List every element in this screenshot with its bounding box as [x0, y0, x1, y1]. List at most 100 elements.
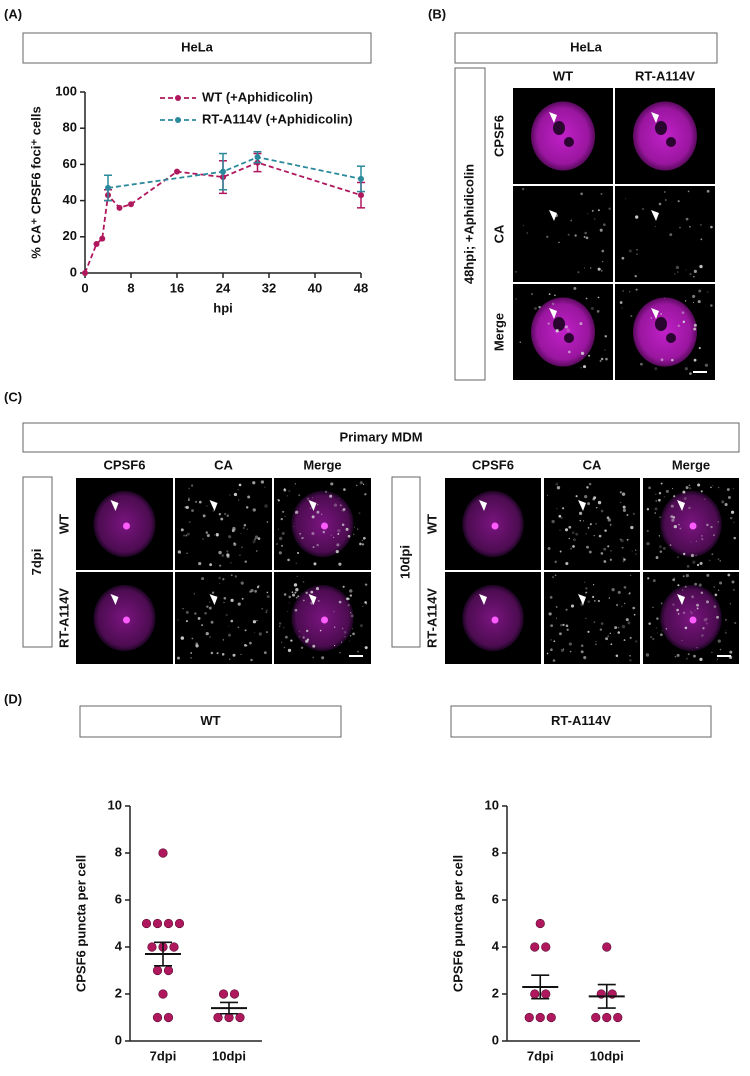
data-point: [254, 154, 261, 161]
speckle: [205, 531, 208, 534]
speckle: [191, 637, 194, 640]
speckle: [674, 655, 677, 658]
condition-box: [22, 476, 53, 648]
legend-marker: [175, 117, 181, 123]
speckle: [186, 552, 188, 555]
speckle: [234, 575, 237, 578]
speckle: [323, 618, 326, 621]
data-point: [535, 1012, 545, 1023]
speckle: [184, 506, 187, 509]
speckle: [591, 209, 594, 212]
speckle: [605, 357, 608, 361]
speckle: [198, 562, 202, 566]
arrowhead: [479, 594, 487, 605]
speckle: [293, 583, 298, 587]
y-tick-label: 10: [485, 797, 499, 812]
speckle: [209, 635, 212, 639]
data-point: [99, 235, 106, 242]
speckle: [182, 608, 184, 610]
speckle: [342, 508, 346, 511]
speckle: [214, 534, 216, 536]
speckle: [623, 558, 626, 561]
speckle: [204, 611, 207, 615]
condition-label: 48hpi; +Aphidicolin: [461, 164, 476, 284]
speckle: [685, 486, 689, 490]
speckle: [564, 528, 569, 532]
speckle: [622, 557, 624, 559]
speckle: [283, 488, 286, 491]
speckle: [522, 224, 524, 227]
speckle: [658, 491, 662, 495]
arrowhead: [651, 210, 659, 221]
speckle: [239, 554, 241, 556]
data-point: [93, 241, 100, 248]
speckle: [586, 545, 590, 549]
speckle: [654, 367, 658, 371]
speckle: [554, 294, 556, 297]
speckle: [206, 505, 208, 507]
speckle: [359, 481, 363, 485]
speckle: [661, 630, 663, 632]
speckle: [553, 640, 556, 643]
data-point: [213, 1012, 223, 1023]
speckle: [565, 561, 569, 566]
speckle: [590, 267, 592, 269]
speckle: [729, 516, 733, 520]
speckle: [580, 351, 584, 355]
speckle: [570, 547, 572, 550]
speckle: [620, 501, 622, 503]
speckle: [621, 256, 625, 260]
speckle: [568, 350, 571, 354]
speckle: [177, 656, 180, 660]
speckle: [659, 516, 662, 519]
puncta: [491, 616, 499, 624]
speckle: [288, 595, 292, 599]
speckle: [606, 516, 610, 520]
speckle: [560, 516, 563, 519]
title-box: [22, 32, 372, 64]
speckle: [586, 486, 589, 489]
speckle: [206, 605, 209, 608]
speckle: [699, 657, 703, 662]
speckle: [662, 546, 666, 550]
speckle: [296, 575, 298, 577]
y-tick-label: 0: [115, 1032, 122, 1047]
speckle: [682, 589, 684, 591]
nucleolus: [553, 317, 565, 331]
arrowhead: [110, 594, 119, 605]
speckle: [349, 589, 353, 593]
speckle: [687, 190, 690, 193]
speckle: [333, 503, 338, 507]
data-point: [169, 942, 179, 952]
speckle: [313, 562, 317, 566]
speckle: [636, 253, 638, 255]
speckle: [682, 552, 686, 556]
y-tick-label: 20: [63, 228, 77, 243]
legend-marker: [175, 95, 181, 101]
speckle: [257, 537, 261, 540]
speckle: [220, 517, 224, 521]
speckle: [655, 627, 658, 629]
data-point: [158, 848, 168, 858]
data-point: [613, 1012, 623, 1023]
speckle: [621, 624, 626, 629]
speckle: [359, 624, 363, 628]
speckle: [291, 593, 296, 597]
speckle: [344, 636, 346, 638]
speckle: [305, 591, 308, 595]
speckle: [587, 213, 589, 215]
x-axis-label: hpi: [213, 300, 233, 315]
speckle: [655, 556, 659, 559]
speckle: [320, 513, 323, 515]
speckle: [550, 639, 553, 641]
speckle: [347, 534, 351, 538]
data-point: [591, 1012, 601, 1023]
speckle: [301, 537, 303, 539]
speckle: [600, 269, 603, 272]
x-tick-label: 10dpi: [590, 1048, 624, 1063]
title-box: [454, 32, 718, 64]
speckle: [293, 525, 295, 528]
speckle: [554, 574, 557, 577]
speckle: [351, 628, 354, 630]
speckle: [729, 650, 733, 654]
